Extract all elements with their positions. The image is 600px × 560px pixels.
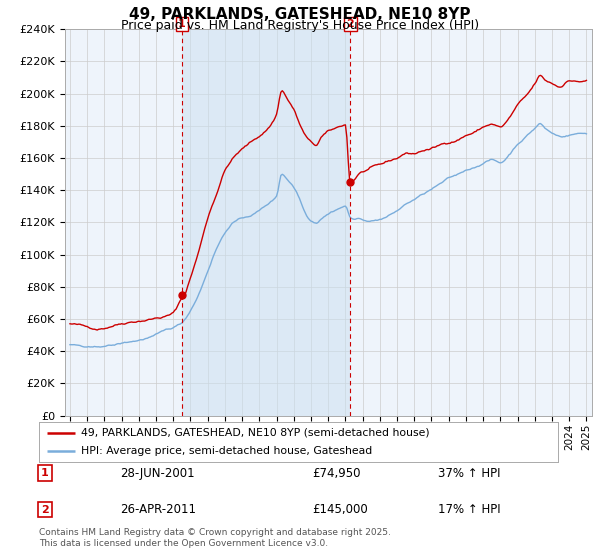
Text: 2: 2: [347, 19, 354, 29]
Text: HPI: Average price, semi-detached house, Gateshead: HPI: Average price, semi-detached house,…: [80, 446, 372, 456]
Text: 17% ↑ HPI: 17% ↑ HPI: [438, 503, 500, 516]
Text: 2: 2: [41, 505, 49, 515]
Text: 28-JUN-2001: 28-JUN-2001: [120, 466, 194, 480]
Text: Price paid vs. HM Land Registry's House Price Index (HPI): Price paid vs. HM Land Registry's House …: [121, 19, 479, 32]
Text: 49, PARKLANDS, GATESHEAD, NE10 8YP: 49, PARKLANDS, GATESHEAD, NE10 8YP: [129, 7, 471, 22]
Text: 37% ↑ HPI: 37% ↑ HPI: [438, 466, 500, 480]
Text: 26-APR-2011: 26-APR-2011: [120, 503, 196, 516]
Text: £74,950: £74,950: [312, 466, 361, 480]
Bar: [182, 29, 350, 416]
Text: 1: 1: [178, 19, 186, 29]
Text: Contains HM Land Registry data © Crown copyright and database right 2025.
This d: Contains HM Land Registry data © Crown c…: [39, 528, 391, 548]
Text: 1: 1: [41, 468, 49, 478]
Text: 49, PARKLANDS, GATESHEAD, NE10 8YP (semi-detached house): 49, PARKLANDS, GATESHEAD, NE10 8YP (semi…: [80, 428, 429, 437]
Text: £145,000: £145,000: [312, 503, 368, 516]
